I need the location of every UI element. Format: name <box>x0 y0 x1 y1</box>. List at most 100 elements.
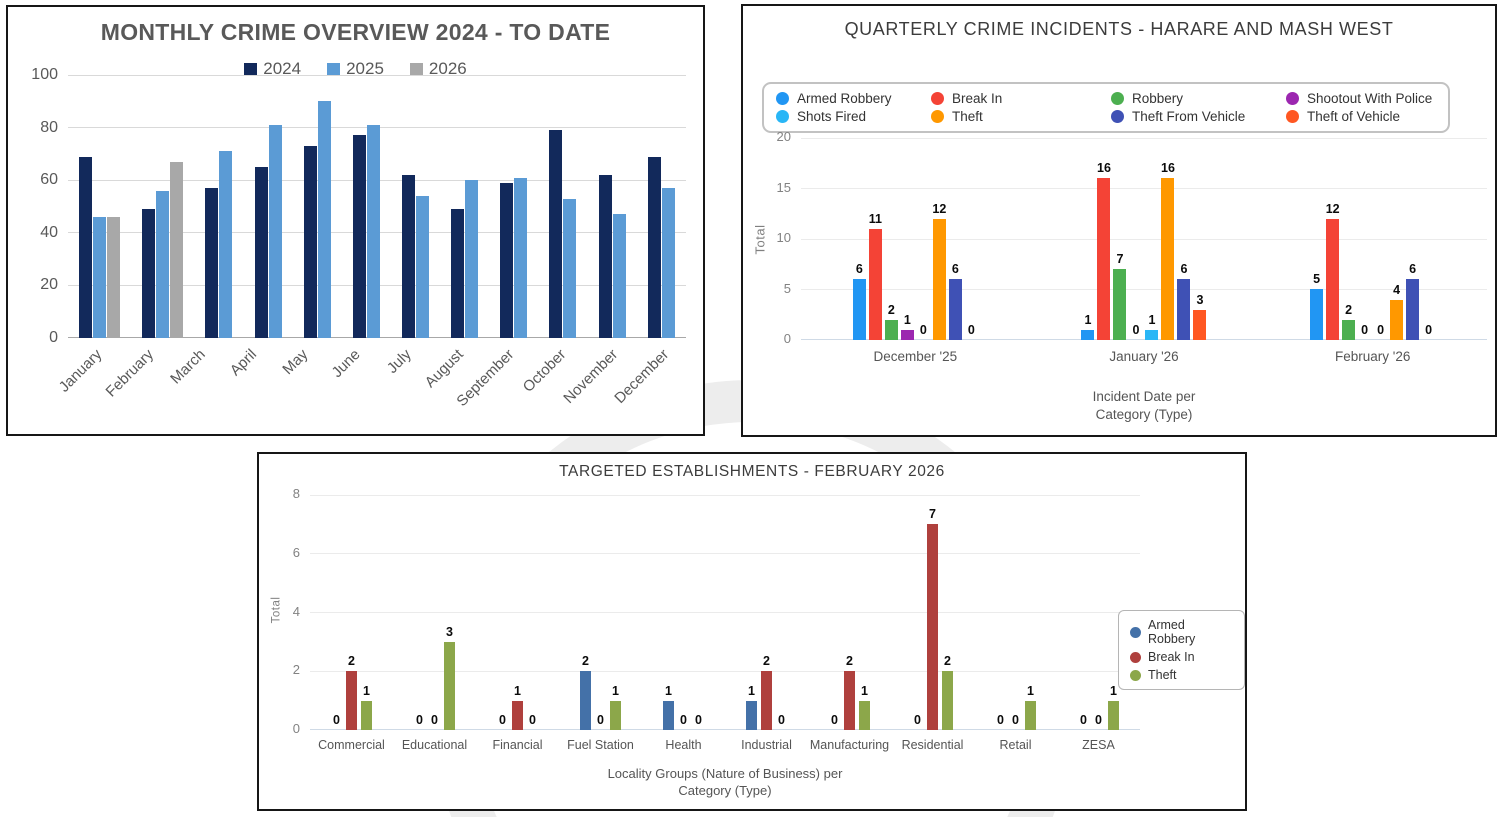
bar: 1 <box>1108 684 1119 730</box>
bar-fill <box>1081 330 1095 340</box>
x-category-label: ZESA <box>1082 738 1115 752</box>
legend-label: 2025 <box>346 59 384 78</box>
legend-label: Shootout With Police <box>1307 91 1433 106</box>
bar-value-label: 0 <box>695 713 702 727</box>
legend-swatch <box>327 62 341 76</box>
bar-value-label: 0 <box>431 713 438 727</box>
bar <box>647 157 661 338</box>
chart-quarterly-crime-incidents: QUARTERLY CRIME INCIDENTS - HARARE AND M… <box>741 4 1497 437</box>
bar-value-label: 0 <box>1095 713 1102 727</box>
bar: 6 <box>948 262 962 340</box>
bar-fill <box>465 180 479 338</box>
legend-item: Armed Robbery <box>1130 618 1233 646</box>
bar-fill <box>142 209 156 338</box>
x-category-label: December <box>611 344 687 422</box>
legend-swatch <box>244 62 258 76</box>
bar: 2 <box>346 654 357 730</box>
legend-dot <box>1130 626 1141 638</box>
bar-value-label: 1 <box>1110 684 1117 698</box>
x-category-label: Fuel Station <box>567 738 634 752</box>
bar-fill <box>317 101 331 338</box>
legend-label: Theft of Vehicle <box>1307 109 1401 124</box>
bar <box>661 188 675 338</box>
bar-fill <box>1390 300 1404 340</box>
bar <box>451 209 465 338</box>
x-category-label: July <box>377 344 429 422</box>
chart-targeted-establishments: TARGETED ESTABLISHMENTS - FEBRUARY 2026 … <box>257 452 1247 811</box>
bar-group <box>254 125 282 338</box>
x-axis-line <box>801 339 1487 340</box>
legend-dot <box>1111 92 1124 105</box>
legend-item: Break In <box>1130 650 1233 664</box>
bar: 3 <box>444 625 455 730</box>
bar-fill <box>844 671 855 730</box>
bar-fill <box>500 183 514 338</box>
bar-value-label: 2 <box>582 654 589 668</box>
x-axis-title: Locality Groups (Nature of Business) per… <box>310 766 1140 800</box>
legend-item: 2025 <box>327 59 384 79</box>
x-axis-labels: December '25 January '26 February '26 <box>801 349 1487 364</box>
bar-value-label: 1 <box>514 684 521 698</box>
bar <box>416 196 430 338</box>
bar-value-label: 4 <box>1393 283 1401 297</box>
bar-value-label: 3 <box>446 625 453 639</box>
bar-value-label: 2 <box>846 654 853 668</box>
bar <box>402 175 416 338</box>
bar: 11 <box>869 212 882 340</box>
bar <box>268 125 282 338</box>
bar-value-label: 0 <box>1080 713 1087 727</box>
x-category-label: February <box>103 344 172 422</box>
bar-fill <box>107 217 121 338</box>
bar-fill <box>580 671 591 730</box>
x-category-label: Financial <box>492 738 543 752</box>
bar-group <box>79 157 121 338</box>
bar-value-label: 5 <box>1313 272 1321 286</box>
gridline <box>801 188 1487 189</box>
x-category-label: Educational <box>401 738 468 752</box>
x-category-label: February '26 <box>1334 349 1411 364</box>
bar-group: 1 2 0 <box>746 654 787 730</box>
legend-dot <box>1286 110 1299 123</box>
bar <box>303 146 317 338</box>
y-tick-label: 15 <box>776 179 791 195</box>
bar-value-label: 0 <box>914 713 921 727</box>
bar-value-label: 0 <box>499 713 506 727</box>
bar-group <box>451 180 479 338</box>
legend-item: Shootout With Police <box>1286 91 1436 106</box>
bar-fill <box>1113 269 1127 340</box>
bar-group <box>647 157 675 338</box>
bar-value-label: 1 <box>1027 684 1034 698</box>
bar-fill <box>366 125 380 338</box>
bar-value-label: 0 <box>1132 323 1140 337</box>
x-category-label-text: March <box>167 346 209 388</box>
bar-group <box>500 178 528 338</box>
bar-group <box>303 101 331 338</box>
bar-value-label: 2 <box>1345 303 1353 317</box>
bar-group <box>352 125 380 338</box>
bar: 1 <box>746 684 757 730</box>
bar: 3 <box>1193 293 1207 340</box>
bar <box>352 135 366 338</box>
bar <box>93 217 107 338</box>
legend-swatch <box>409 62 423 76</box>
legend-item: Theft <box>931 109 1111 124</box>
y-tick-label: 0 <box>292 721 300 736</box>
bar-fill <box>514 178 528 338</box>
bar-value-label: 0 <box>1377 323 1385 337</box>
bar: 5 <box>1310 272 1324 340</box>
gridline <box>310 670 1140 672</box>
y-tick-label: 8 <box>292 486 300 501</box>
bar <box>514 178 528 338</box>
bar: 6 <box>852 262 866 340</box>
bar-value-label: 0 <box>680 713 687 727</box>
bar-value-label: 6 <box>1180 262 1188 276</box>
bar-value-label: 1 <box>665 684 672 698</box>
chart-title: QUARTERLY CRIME INCIDENTS - HARARE AND M… <box>844 19 1394 39</box>
bar <box>219 151 233 338</box>
bar <box>156 191 170 338</box>
bar <box>107 217 121 338</box>
x-category-label-text: June <box>328 346 364 382</box>
bar-value-label: 1 <box>363 684 370 698</box>
